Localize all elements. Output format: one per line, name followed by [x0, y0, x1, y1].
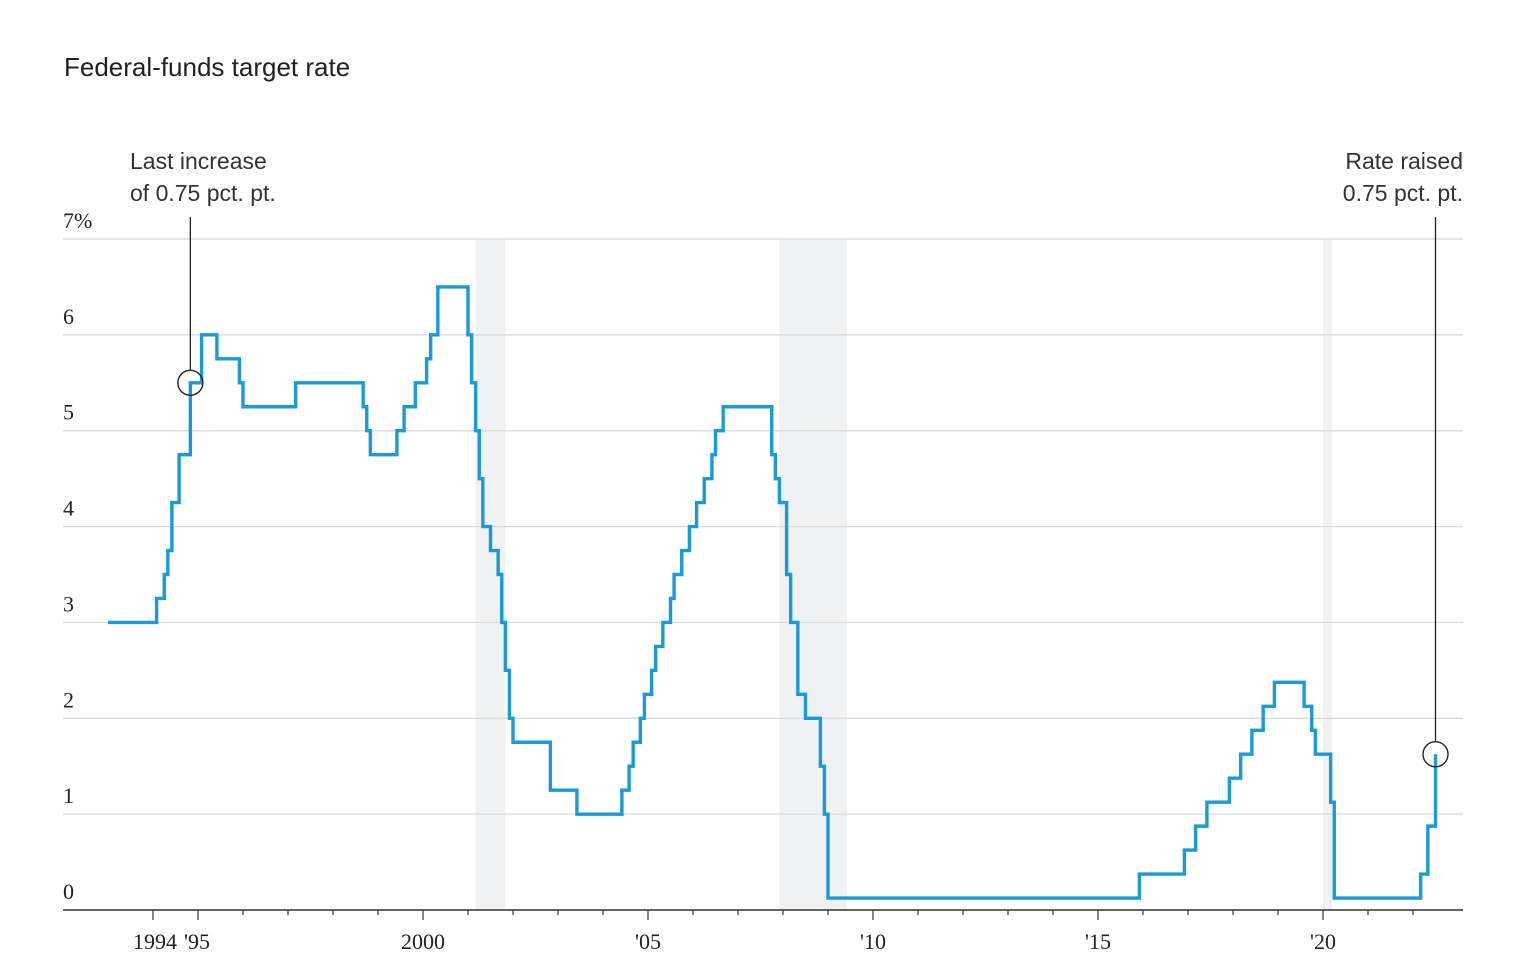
- y-axis: 0 1 2 3 4 5 6 7%: [63, 208, 92, 904]
- y-tick-label-7: 7%: [63, 208, 92, 233]
- chart-title: Federal-funds target rate: [64, 52, 351, 82]
- annotation-text-1-0: Rate raised: [1345, 148, 1463, 174]
- annotation-text-0-1: of 0.75 pct. pt.: [130, 180, 276, 206]
- x-axis: 1994 '95 2000 '05 '10 '15 '20: [63, 909, 1463, 954]
- annotations: Last increase of 0.75 pct. pt. Rate raised…: [130, 148, 1463, 768]
- gridlines: [63, 238, 1463, 815]
- x-tick-label-4: '10: [860, 929, 886, 954]
- rate-line: [108, 285, 1438, 900]
- y-tick-label-2: 2: [63, 687, 74, 712]
- y-tick-label-1: 1: [63, 783, 74, 808]
- y-tick-label-3: 3: [63, 591, 74, 616]
- x-tick-label-1: '95: [184, 929, 210, 954]
- annotation-text-0-0: Last increase: [130, 148, 267, 174]
- annotation-marker-1: [1422, 741, 1449, 768]
- recession-band-2: [1323, 239, 1332, 910]
- y-tick-label-5: 5: [63, 400, 74, 425]
- recession-bands: [475, 239, 1332, 910]
- x-tick-label-0: 1994: [133, 929, 177, 954]
- y-tick-label-6: 6: [63, 304, 74, 329]
- x-tick-label-6: '20: [1310, 929, 1336, 954]
- x-tick-label-2: 2000: [401, 929, 445, 954]
- x-tick-label-5: '15: [1085, 929, 1111, 954]
- annotation-marker-0: [177, 369, 204, 396]
- annotation-text-1-1: 0.75 pct. pt.: [1343, 180, 1463, 206]
- x-tick-label-3: '05: [635, 929, 661, 954]
- y-tick-label-0: 0: [63, 879, 74, 904]
- y-tick-label-4: 4: [63, 496, 74, 521]
- series: [108, 285, 1438, 900]
